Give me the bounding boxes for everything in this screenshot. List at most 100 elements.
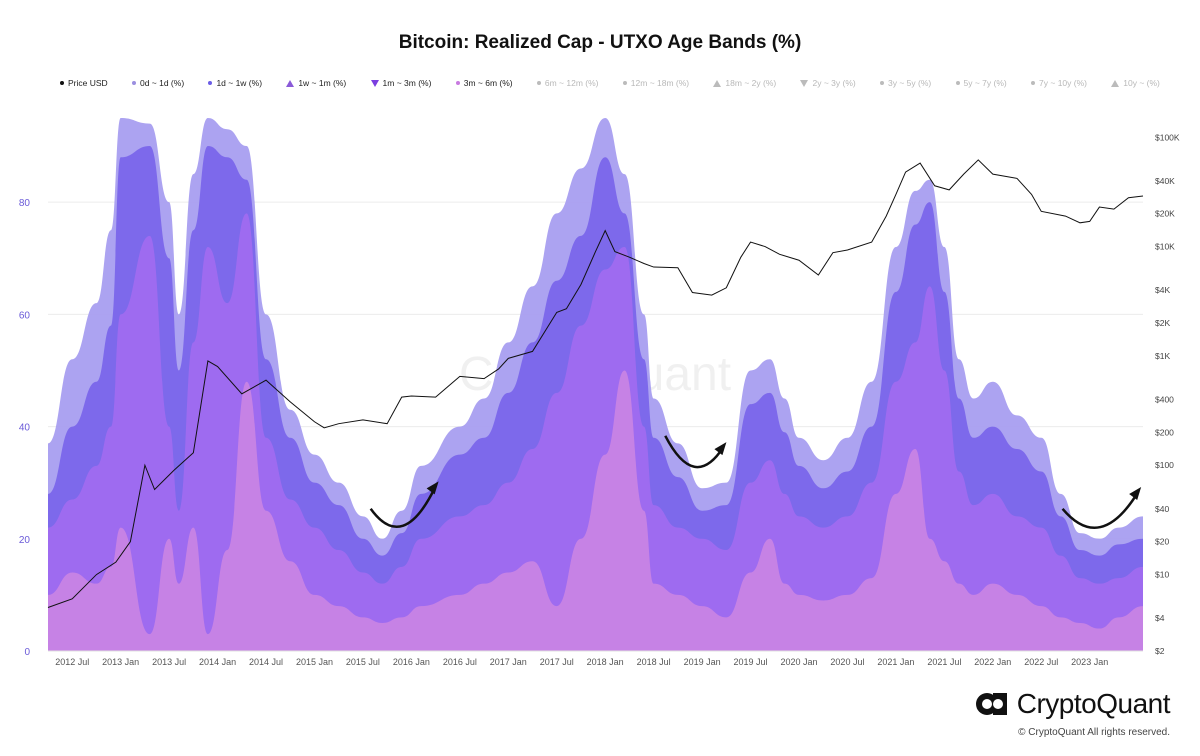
legend-label: 3y ~ 5y (%)	[888, 78, 932, 88]
x-tick-label: 2015 Jul	[346, 657, 380, 667]
x-tick-label: 2017 Jul	[540, 657, 574, 667]
annotation-arrow-0	[369, 485, 437, 528]
legend-marker-icon	[880, 81, 884, 85]
legend-label: 1w ~ 1m (%)	[298, 78, 347, 88]
y-right-tick-label: $100K	[1155, 132, 1180, 142]
brand: CryptoQuant	[975, 688, 1171, 720]
y-right-tick-label: $10K	[1155, 242, 1175, 252]
legend-item-0[interactable]: Price USD	[60, 78, 108, 88]
legend: Price USD 0d ~ 1d (%) 1d ~ 1w (%) 1w ~ 1m (…	[60, 74, 1160, 92]
y-right-tick-label: $20K	[1155, 209, 1175, 219]
y-left-tick-label: 40	[19, 423, 31, 434]
x-tick-label: 2019 Jan	[684, 657, 721, 667]
y-right-tick-label: $2	[1155, 646, 1165, 656]
legend-marker-icon	[60, 81, 64, 85]
x-tick-label: 2012 Jul	[55, 657, 89, 667]
legend-label: 2y ~ 3y (%)	[812, 78, 856, 88]
x-tick-label: 2023 Jan	[1071, 657, 1108, 667]
legend-item-13[interactable]: 10y ~ (%)	[1111, 78, 1160, 88]
legend-label: 10y ~ (%)	[1123, 78, 1160, 88]
legend-item-10[interactable]: 3y ~ 5y (%)	[880, 78, 931, 88]
y-right-tick-label: $100	[1155, 460, 1174, 470]
x-tick-label: 2021 Jul	[927, 657, 961, 667]
legend-marker-icon	[1111, 79, 1120, 87]
x-tick-label: 2014 Jan	[199, 657, 236, 667]
y-right-tick-label: $1K	[1155, 351, 1170, 361]
legend-label: 6m ~ 12m (%)	[544, 78, 599, 88]
legend-item-5[interactable]: 3m ~ 6m (%)	[455, 78, 513, 88]
annotation-arrowhead-1	[714, 442, 727, 456]
price-line	[47, 159, 1144, 608]
legend-item-3[interactable]: 1w ~ 1m (%)	[286, 78, 346, 88]
annotation-arrow-1	[664, 435, 725, 469]
legend-marker-icon	[370, 79, 379, 87]
y-right-tick-label: $2K	[1155, 318, 1170, 328]
x-tick-label: 2016 Jul	[443, 657, 477, 667]
x-tick-label: 2022 Jan	[974, 657, 1011, 667]
y-right-tick-label: $40	[1155, 504, 1169, 514]
legend-marker-icon	[713, 79, 722, 87]
y-right-tick-label: $10	[1155, 570, 1169, 580]
legend-marker-icon	[286, 79, 295, 87]
legend-item-2[interactable]: 1d ~ 1w (%)	[208, 78, 262, 88]
y-left-tick-label: 0	[24, 647, 30, 658]
cryptoquant-logo-icon	[975, 693, 1007, 715]
legend-marker-icon	[800, 79, 809, 87]
x-tick-label: 2019 Jul	[734, 657, 768, 667]
x-tick-label: 2020 Jan	[780, 657, 817, 667]
x-tick-label: 2015 Jan	[296, 657, 333, 667]
area-series-3	[48, 370, 1143, 651]
y-right-tick-label: $200	[1155, 427, 1174, 437]
x-tick-label: 2017 Jan	[490, 657, 527, 667]
x-tick-label: 2016 Jan	[393, 657, 430, 667]
y-left-tick-label: 80	[19, 198, 31, 209]
x-tick-label: 2013 Jul	[152, 657, 186, 667]
x-tick-label: 2018 Jul	[637, 657, 671, 667]
legend-label: 0d ~ 1d (%)	[139, 78, 185, 88]
legend-item-9[interactable]: 2y ~ 3y (%)	[800, 78, 856, 88]
legend-item-4[interactable]: 1m ~ 3m (%)	[370, 78, 432, 88]
annotation-arrowhead-0	[426, 481, 439, 495]
legend-marker-icon	[208, 81, 213, 85]
legend-marker-icon	[536, 81, 541, 85]
legend-label: 1m ~ 3m (%)	[382, 78, 432, 88]
annotation-arrowhead-2	[1129, 486, 1142, 500]
y-right-tick-label: $400	[1155, 394, 1174, 404]
annotation-arrow-2	[1061, 491, 1140, 529]
legend-label: Price USD	[68, 78, 108, 88]
legend-marker-icon	[131, 81, 136, 85]
legend-marker-icon	[1031, 81, 1036, 85]
area-series-2	[48, 213, 1143, 651]
legend-label: 1d ~ 1w (%)	[216, 78, 263, 88]
chart-title: Bitcoin: Realized Cap - UTXO Age Bands (…	[398, 32, 802, 53]
y-right-tick-label: $40K	[1155, 176, 1175, 186]
x-tick-label: 2022 Jul	[1024, 657, 1058, 667]
x-tick-label: 2021 Jan	[877, 657, 914, 667]
brand-name: CryptoQuant	[1016, 688, 1171, 719]
x-tick-label: 2020 Jul	[830, 657, 864, 667]
legend-item-6[interactable]: 6m ~ 12m (%)	[536, 78, 599, 88]
legend-item-8[interactable]: 18m ~ 2y (%)	[713, 78, 776, 88]
legend-label: 12m ~ 18m (%)	[630, 78, 690, 88]
legend-label: 18m ~ 2y (%)	[725, 78, 777, 88]
x-tick-label: 2013 Jan	[102, 657, 139, 667]
y-right-tick-label: $4K	[1155, 285, 1170, 295]
legend-label: 5y ~ 7y (%)	[963, 78, 1007, 88]
legend-marker-icon	[455, 81, 460, 85]
x-tick-label: 2018 Jan	[587, 657, 624, 667]
legend-label: 7y ~ 10y (%)	[1039, 78, 1087, 88]
y-left-tick-label: 60	[19, 310, 31, 321]
y-right-tick-label: $4	[1155, 613, 1165, 623]
legend-item-1[interactable]: 0d ~ 1d (%)	[131, 78, 185, 88]
y-right-tick-label: $20	[1155, 537, 1169, 547]
legend-item-11[interactable]: 5y ~ 7y (%)	[955, 78, 1007, 88]
copyright-text: © CryptoQuant All rights reserved.	[1018, 727, 1170, 738]
legend-item-7[interactable]: 12m ~ 18m (%)	[622, 78, 690, 88]
legend-marker-icon	[955, 81, 960, 85]
x-tick-label: 2014 Jul	[249, 657, 283, 667]
y-left-tick-label: 20	[19, 535, 31, 546]
legend-item-12[interactable]: 7y ~ 10y (%)	[1031, 78, 1087, 88]
legend-label: 3m ~ 6m (%)	[463, 78, 513, 88]
legend-marker-icon	[622, 81, 627, 85]
